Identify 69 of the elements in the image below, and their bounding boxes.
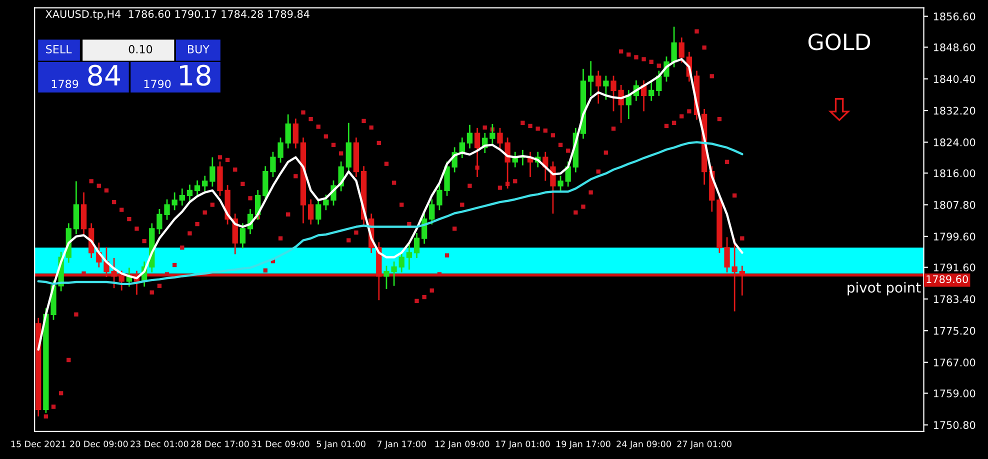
x-tick-label: 19 Jan 17:00 (556, 440, 610, 449)
candlestick (308, 198, 314, 226)
x-tick-label: 17 Jan 01:00 (496, 440, 550, 449)
x-tick-label: 15 Dec 2021 (11, 440, 66, 448)
candlestick (285, 114, 291, 150)
y-tick-label: 1840.40 (934, 75, 976, 83)
annotation: 1790 (144, 80, 171, 88)
x-tick-label: 12 Jan 09:00 (435, 440, 490, 449)
candlestick (520, 149, 526, 166)
candlestick (429, 198, 435, 226)
y-tick-label: 1832.20 (934, 106, 976, 115)
text: pivot point (848, 282, 921, 296)
y-tick-label: 1856.60 (934, 12, 976, 20)
candlestick (739, 265, 745, 296)
x-tick-label: 28 Dec 17:00 (191, 440, 249, 448)
y-tick-label: 1807.80 (934, 200, 976, 209)
candlestick (588, 60, 594, 97)
candlestick (550, 160, 556, 214)
candlestick (186, 184, 193, 202)
y-tick-label: 1750.80 (934, 421, 976, 429)
candlestick (240, 222, 246, 250)
y-tick-label: 1783.40 (934, 295, 976, 304)
x-tick-label: 24 Jan 09:00 (616, 440, 671, 449)
candlestick (732, 238, 738, 312)
candlestick (466, 124, 473, 150)
y-tick-label: 1791.60 (934, 264, 976, 272)
candlestick (603, 75, 609, 100)
candlestick (678, 36, 684, 64)
candlestick (194, 180, 200, 197)
ref-line-label: 1789.60 (926, 275, 968, 284)
x-tick-label: 5 Jan 01:00 (316, 440, 366, 449)
y-tick-label: 1775.20 (934, 326, 976, 335)
x-tick-label: 23 Dec 01:00 (130, 440, 188, 448)
candlestick (262, 165, 268, 202)
annotation: BUY (188, 45, 210, 54)
candlestick (316, 198, 322, 226)
x-tick-label: 31 Dec 09:00 (252, 440, 310, 448)
candlestick (406, 244, 412, 270)
annotation: 1789 (52, 80, 78, 88)
candlestick (596, 70, 602, 104)
annotation: 0.10 (128, 44, 152, 54)
y-tick-label: 1848.60 (934, 43, 976, 52)
x-tick-label: 27 Jan 01:00 (677, 440, 732, 449)
candlestick (558, 175, 564, 192)
candlestick (118, 270, 124, 292)
candlestick (292, 118, 298, 150)
x-tick-label: 7 Jan 17:00 (377, 440, 426, 449)
x-tick-label: 20 Dec 09:00 (70, 440, 128, 448)
chart-title: XAUUSD.tp,H4 1786.60 1790.17 1784.28 1789.84 (46, 10, 310, 20)
candlestick (73, 180, 80, 235)
candlestick (179, 188, 185, 206)
y-tick-label: 1824.00 (934, 138, 976, 146)
candlestick (210, 156, 216, 188)
line-series (37, 141, 744, 286)
candlestick (172, 192, 178, 211)
candlestick (648, 80, 654, 102)
y-tick-label: 1816.00 (934, 169, 976, 178)
annotation: 84 (88, 64, 120, 86)
text: GOLD (808, 33, 870, 50)
y-tick-label: 1767.00 (934, 358, 976, 366)
candlestick (414, 232, 420, 259)
y-tick-label: 1759.00 (934, 389, 976, 398)
candlestick (398, 251, 404, 274)
y-tick-label: 1799.60 (934, 232, 976, 241)
candlestick (346, 122, 352, 174)
annotation: SELL (46, 44, 72, 54)
annotation: 18 (180, 64, 210, 86)
candlestick (202, 175, 208, 192)
candlestick (80, 192, 87, 235)
